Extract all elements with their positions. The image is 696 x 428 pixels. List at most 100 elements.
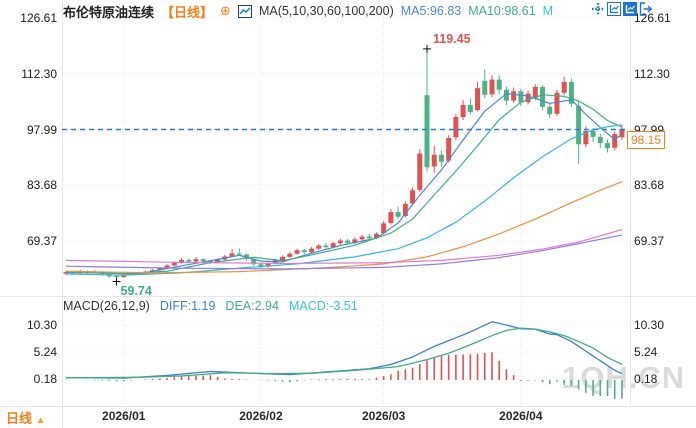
instrument-title: 布伦特原油连续 [63,4,155,20]
macd-params-label[interactable]: MACD(26,12,9) [63,299,150,313]
axis-scale-icon[interactable] [607,2,621,16]
candle [308,248,314,253]
candle [200,259,206,262]
chart-header: 布伦特原油连续 【日线】 ⊕ MA(5,10,30,60,100,200) MA… [63,2,553,20]
macd-dea-value: DEA:2.94 [225,299,279,313]
candle [568,81,574,104]
candle [330,243,336,248]
ma-params-label[interactable]: MA(5,10,30,60,100,200) [258,4,394,18]
chart-toolbar [591,2,653,16]
period-tag: 【日线】 [161,4,214,20]
candle [482,80,488,95]
macd-tick-left: 0.18 [33,372,57,386]
candle [171,262,177,266]
candle [525,93,531,103]
candle [511,91,517,101]
candle [179,259,185,263]
candle [402,203,408,216]
candle [590,131,596,137]
add-indicator-icon[interactable]: ⊕ [220,3,231,18]
ma-line-ma200 [65,229,623,265]
candle [229,253,235,257]
price-tick-left: 126.61 [20,11,57,25]
ma-line-ma100 [65,234,623,270]
ma-lines-group [65,92,623,276]
ma10-value: MA10:98.61 [468,4,536,18]
candle [438,154,444,162]
ma-line-ma60 [65,181,623,274]
candle [316,245,322,249]
period-selector-arrow-icon: ▲ [35,415,46,426]
price-tick-left: 69.37 [26,234,57,248]
price-tick-left: 97.99 [26,122,57,137]
candle [186,259,192,262]
ma-line-ma5 [65,92,623,275]
period-selector[interactable]: 日线 ▲ [6,408,46,427]
candle [554,92,560,114]
date-tick: 2026/03 [361,409,406,423]
extreme-cross-marker [112,277,121,286]
date-tick: 2026/02 [239,409,283,423]
high-price-annotation: 119.45 [433,31,471,46]
candle [345,240,351,243]
price-tick-right: 83.68 [634,178,665,193]
candle [576,106,582,145]
candle [460,104,466,117]
macd-tick-right: 0.18 [634,372,658,386]
low-price-annotation: 59.74 [120,283,152,298]
macd-diff-value: DIFF:1.19 [159,299,216,313]
price-tick-right: 69.37 [634,234,665,248]
candle [518,91,524,103]
price-tick-left: 83.68 [26,178,57,193]
candle [424,95,430,168]
move-crosshair-icon[interactable] [591,2,605,16]
candle [157,268,163,271]
period-selector-label: 日线 [6,411,33,426]
macd-tick-left: 5.24 [33,345,57,359]
exit-chart-icon[interactable] [639,2,653,16]
macd-header: MACD(26,12,9) DIFF:1.19 DEA:2.94 MACD:-3… [63,299,358,313]
candle [236,253,242,255]
macd-tick-right: 5.24 [634,345,658,359]
candle [381,223,387,234]
axis-scale-active-icon[interactable] [623,2,637,16]
ma-line-ma10 [65,94,623,275]
macd-tick-right: 10.30 [634,318,665,332]
candle [417,153,423,190]
candles-group [63,45,625,279]
candle [193,259,199,262]
date-tick: 2026/01 [102,409,146,423]
macd-hist-value: MACD:-3.51 [288,299,358,313]
candle [583,131,589,145]
candle [359,236,365,240]
macd-panel [65,321,623,399]
candle [496,79,502,90]
candle [547,106,553,115]
candle [431,154,437,167]
candle [410,190,416,204]
watermark: 1QH.CN [562,360,686,395]
candle [337,240,343,244]
candle [251,258,257,265]
ma5-value: MA5:96.83 [400,4,462,18]
ma30-value-truncated: M [542,4,554,18]
candle [215,259,221,263]
extreme-cross-marker [423,44,431,53]
candle [301,250,307,253]
candle [395,212,401,217]
price-tick-right: 112.30 [634,66,670,81]
price-tick-left: 112.30 [21,66,57,81]
mini-chart-icon [237,4,252,18]
candle [373,233,379,239]
candle [207,261,213,263]
candle [294,250,300,254]
candle [388,212,394,223]
candle [114,275,120,278]
candle [475,88,481,110]
candle [258,264,264,267]
candle [503,89,509,101]
candle [446,138,452,161]
candle [280,256,286,260]
candle [287,253,293,257]
